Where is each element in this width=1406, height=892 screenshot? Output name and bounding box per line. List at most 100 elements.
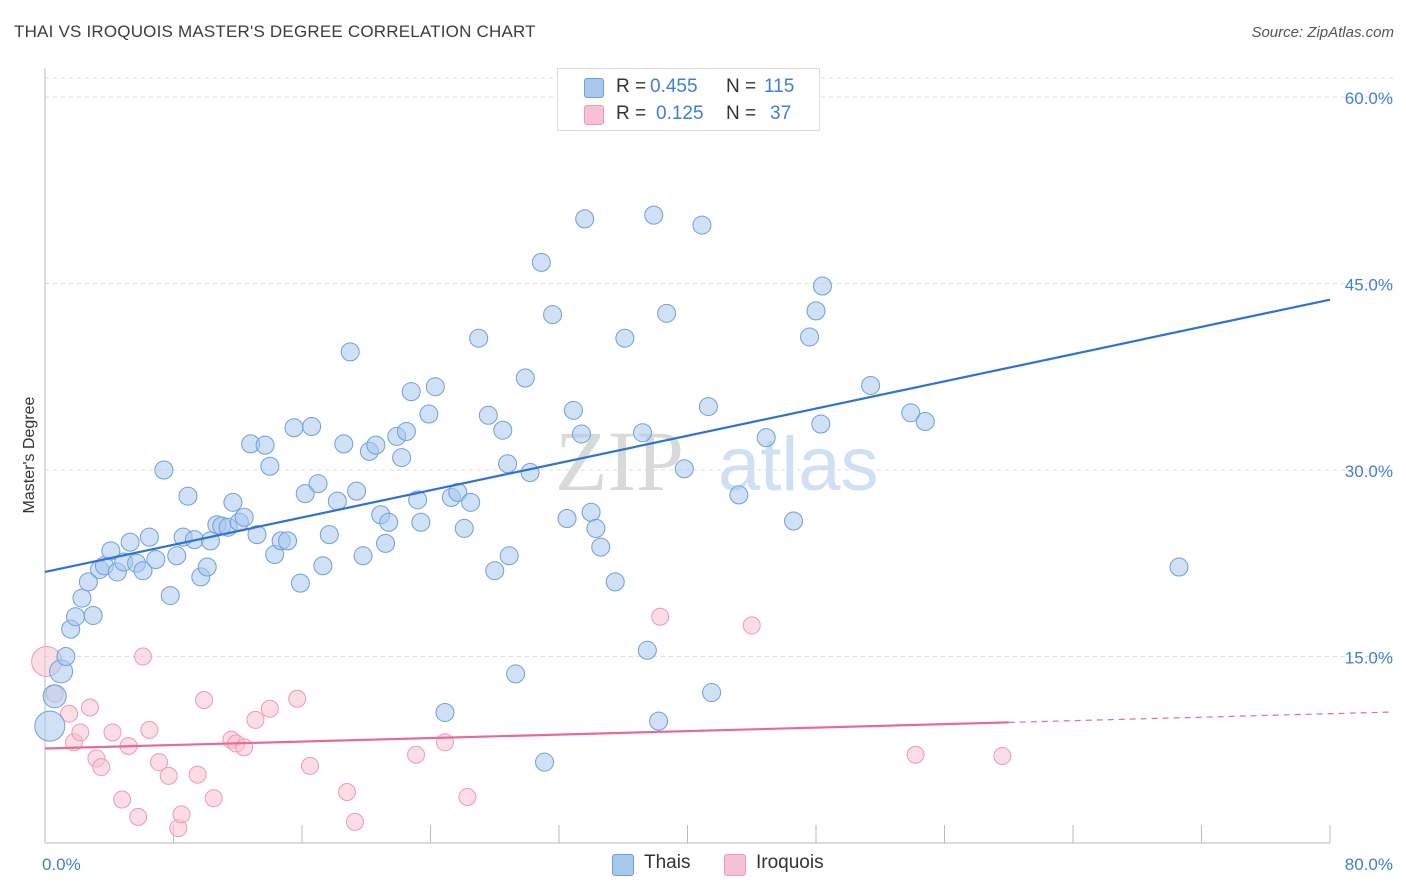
thais-point	[756, 428, 776, 448]
trend-lines	[44, 298, 1391, 750]
thais-point	[197, 557, 217, 577]
thais-point	[83, 605, 103, 625]
thais-point	[698, 397, 718, 417]
thais-point	[56, 647, 76, 666]
thais-point	[498, 454, 518, 474]
thais-point	[146, 550, 166, 570]
iroquois-point	[906, 745, 925, 764]
thais-point	[160, 586, 180, 606]
thais-point	[861, 375, 881, 395]
legend-r-value: 0.455	[650, 76, 698, 97]
thais-point	[729, 485, 749, 505]
iroquois-point	[742, 616, 761, 635]
iroquois-point	[188, 765, 207, 784]
legend-n-label: N =	[726, 103, 757, 124]
thais-point	[255, 435, 275, 455]
thais-point	[154, 460, 174, 480]
y-tick-label: 15.0%	[1345, 649, 1393, 668]
thais-legend-label: Thais	[644, 852, 691, 873]
thais-point	[260, 456, 280, 476]
thais-point	[571, 424, 591, 444]
thais-point	[78, 572, 98, 592]
thais-point	[649, 711, 669, 731]
iroquois-point	[246, 710, 265, 729]
watermark: ZIP atlas	[555, 413, 879, 509]
thais-point	[101, 541, 121, 561]
iroquois-point	[301, 756, 320, 775]
iroquois-point	[235, 738, 254, 757]
thais-point	[234, 507, 254, 527]
iroquois-legend-label: Iroquois	[756, 852, 824, 873]
thais-point	[531, 252, 551, 272]
thais-point	[485, 561, 505, 581]
thais-point	[692, 215, 712, 235]
iroquois-point	[435, 733, 454, 752]
legend-n-label: N =	[726, 76, 757, 97]
thais-point	[1169, 557, 1189, 577]
iroquois-point	[346, 812, 365, 831]
tick-labels: 15.0% 30.0% 45.0% 60.0% 0.0% 80.0%	[42, 89, 1393, 874]
x-tick-label: 0.0%	[42, 855, 81, 874]
thais-point	[784, 511, 804, 531]
thais-point	[419, 404, 439, 424]
thais-point	[605, 572, 625, 592]
thais-point	[139, 527, 159, 547]
thais-swatch	[612, 854, 634, 876]
y-tick-label: 45.0%	[1345, 276, 1393, 295]
iroquois-point	[172, 805, 191, 824]
thais-point	[586, 518, 606, 538]
legend-r-label: R =	[616, 76, 647, 97]
thais-point	[915, 412, 935, 432]
y-axis-label: Master's Degree	[21, 396, 38, 513]
thais-point	[520, 462, 540, 482]
iroquois-point	[140, 720, 159, 739]
chart-title: THAI VS IROQUOIS MASTER'S DEGREE CORRELA…	[14, 22, 536, 41]
thais-point	[340, 342, 360, 362]
thais-point	[493, 420, 513, 440]
iroquois-point	[71, 723, 90, 742]
thais-point	[506, 664, 526, 684]
iroquois-point	[337, 783, 356, 802]
iroquois-point	[204, 789, 223, 808]
thais-point	[563, 400, 583, 420]
iroquois-swatch	[724, 854, 746, 876]
iroquois-point	[993, 746, 1012, 765]
thais-point	[408, 490, 428, 510]
thais-point	[290, 573, 310, 593]
thais-point	[366, 435, 386, 455]
iroquois-point	[150, 753, 169, 772]
thais-point	[454, 518, 474, 538]
thais-point	[435, 702, 455, 722]
thais-point	[425, 377, 445, 397]
thais-point	[319, 525, 339, 545]
thais-point	[392, 448, 412, 468]
thais-point	[812, 276, 832, 296]
thais-point	[811, 414, 831, 434]
iroquois-point	[129, 807, 148, 826]
iroquois-point	[113, 790, 132, 809]
thais-point	[120, 532, 140, 552]
thais-point	[178, 486, 198, 506]
legend-r-label: R =	[616, 103, 647, 124]
iroquois-point	[651, 607, 670, 626]
thais-point	[674, 459, 694, 479]
thais-point	[461, 492, 481, 512]
thais-point	[302, 416, 322, 436]
iroquois-swatch	[584, 105, 604, 125]
x-tick-label: 80.0%	[1345, 855, 1393, 874]
thais-point	[376, 533, 396, 553]
thais-point	[411, 512, 431, 532]
legend-n-value: 115	[764, 76, 795, 97]
thais-point	[575, 209, 595, 229]
thais-point	[543, 305, 563, 325]
thais-trend-line	[44, 298, 1331, 574]
iroquois-point	[103, 723, 122, 742]
thais-point	[515, 368, 535, 388]
iroquois-trend-extension	[1008, 711, 1391, 723]
thais-point	[223, 492, 243, 512]
thais-point	[247, 525, 267, 545]
iroquois-point	[92, 758, 111, 777]
thais-point	[633, 423, 653, 443]
thais-swatch	[584, 78, 604, 98]
thais-point	[284, 418, 304, 438]
